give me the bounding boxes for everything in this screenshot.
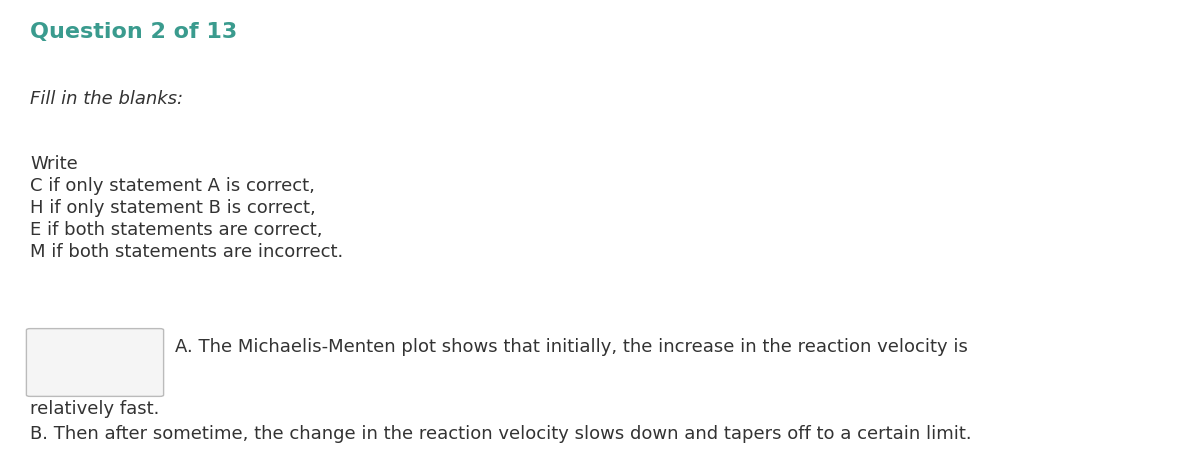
Text: H if only statement B is correct,: H if only statement B is correct, — [30, 199, 316, 217]
FancyBboxPatch shape — [26, 329, 163, 396]
Text: relatively fast.: relatively fast. — [30, 400, 160, 418]
Text: C if only statement A is correct,: C if only statement A is correct, — [30, 177, 314, 195]
Text: A. The Michaelis-Menten plot shows that initially, the increase in the reaction : A. The Michaelis-Menten plot shows that … — [175, 338, 968, 356]
Text: E if both statements are correct,: E if both statements are correct, — [30, 221, 323, 239]
Text: M if both statements are incorrect.: M if both statements are incorrect. — [30, 243, 343, 261]
Text: Fill in the blanks:: Fill in the blanks: — [30, 90, 184, 108]
Text: B. Then after sometime, the change in the reaction velocity slows down and taper: B. Then after sometime, the change in th… — [30, 425, 972, 443]
Text: Question 2 of 13: Question 2 of 13 — [30, 22, 238, 42]
Text: Write: Write — [30, 155, 78, 173]
